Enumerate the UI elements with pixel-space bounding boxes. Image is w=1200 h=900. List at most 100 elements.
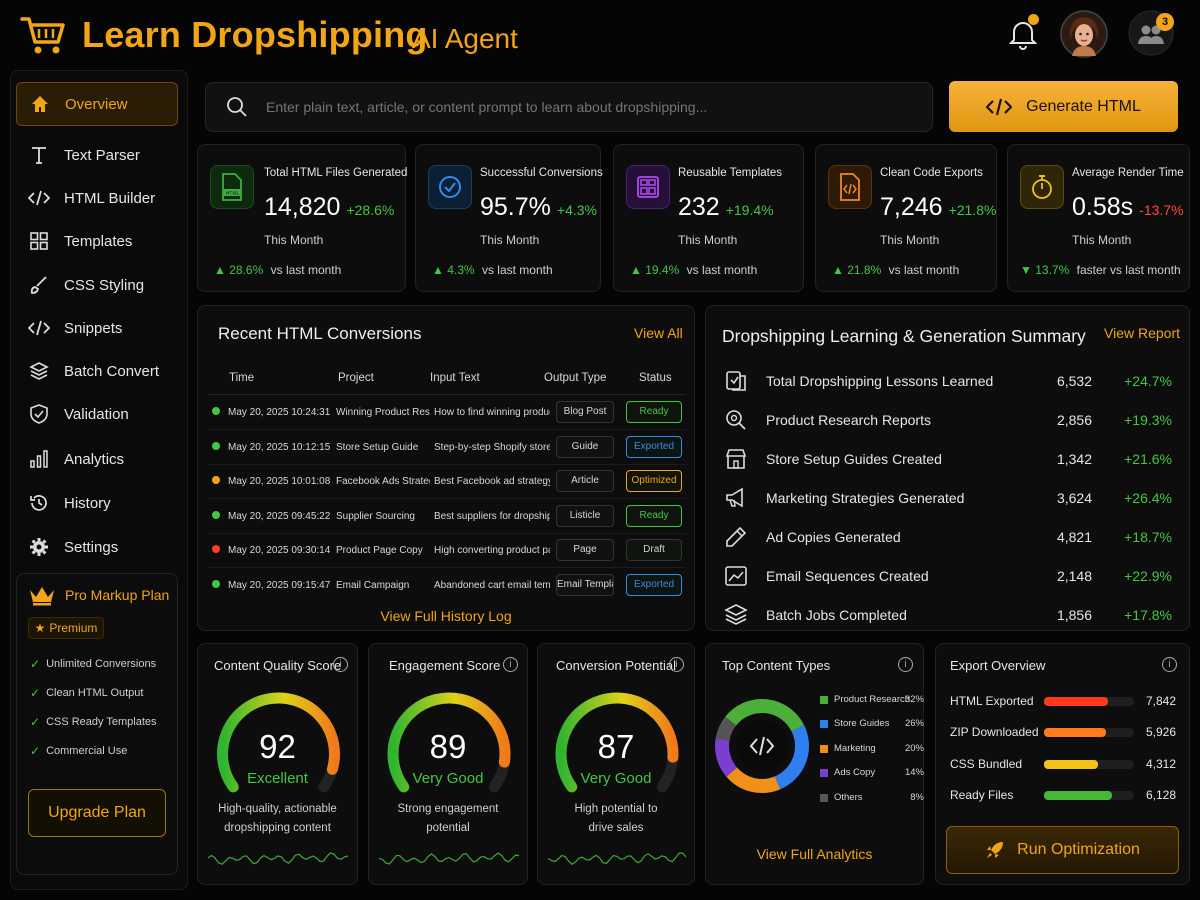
generate-html-button[interactable]: Generate HTML (949, 81, 1178, 132)
rocket-icon (985, 840, 1005, 860)
check-circle-icon (428, 165, 472, 209)
view-report-link[interactable]: View Report (1104, 325, 1181, 341)
view-all-link[interactable]: View All (634, 325, 683, 341)
grid-icon (28, 230, 50, 252)
sidebar-item-label: HTML Builder (64, 189, 156, 207)
export-row: ZIP Downloaded 5,926 (950, 723, 1176, 743)
sidebar-item-label: Batch Convert (64, 362, 160, 380)
view-full-analytics-link[interactable]: View Full Analytics (756, 846, 873, 862)
cell-project: Email Campaign (336, 579, 410, 591)
cell-time: May 20, 2025 09:45:22 (228, 510, 331, 522)
summary-row: Total Dropshipping Lessons Learned 6,532 +… (720, 364, 1172, 400)
stat-card: HTML Total HTML Files Generated 14,820 +2… (197, 144, 407, 292)
table-row[interactable]: May 20, 2025 09:15:47 Email Campaign Aband… (208, 569, 686, 603)
sidebar-item-overview[interactable]: Overview (16, 82, 178, 126)
brush-icon (28, 274, 50, 296)
summary-value: 2,148 (1056, 568, 1092, 584)
top-content-types-panel: Top Content Types i Product Research 32% S… (705, 643, 924, 885)
table-row[interactable]: May 20, 2025 10:12:15 Store Setup Guide St… (208, 431, 686, 465)
info-icon[interactable]: i (333, 657, 348, 672)
info-icon[interactable]: i (669, 657, 684, 672)
sidebar-item-settings[interactable]: Settings (16, 526, 178, 568)
run-optimization-button[interactable]: Run Optimization (946, 826, 1179, 874)
app-title: Learn Dropshipping (82, 14, 428, 55)
pro-feature: ✓ Clean HTML Output (30, 686, 144, 700)
sidebar-item-templates[interactable]: Templates (16, 220, 178, 262)
status-badge: Ready (626, 504, 682, 527)
export-value: 5,926 (1145, 725, 1176, 740)
summary-change: +17.8% (1124, 607, 1172, 623)
export-row: CSS Bundled 4,312 (950, 755, 1176, 775)
cell-time: May 20, 2025 09:30:14 (228, 545, 331, 556)
sidebar-item-validation[interactable]: Validation (16, 393, 178, 435)
sidebar-item-batch-convert[interactable]: Batch Convert (16, 350, 178, 392)
export-value: 6,128 (1145, 787, 1176, 802)
sidebar-item-text-parser[interactable]: Text Parser (16, 134, 178, 176)
recent-conversions-panel: Recent HTML Conversions View All Time Pr… (197, 305, 695, 631)
legend-swatch (820, 720, 828, 729)
table-row[interactable]: May 20, 2025 09:30:14 Product Page Copy Hi… (208, 534, 686, 568)
sidebar-item-css-styling[interactable]: CSS Styling (16, 264, 178, 306)
sparkline (548, 852, 686, 865)
summary-value: 4,821 (1056, 529, 1092, 545)
image-chart-icon (724, 564, 748, 591)
export-label: Ready Files (950, 787, 1014, 802)
code-icon (749, 736, 775, 756)
upgrade-plan-button[interactable]: Upgrade Plan (28, 789, 166, 837)
summary-change: +24.7% (1124, 373, 1172, 389)
cell-output-type: Listicle (556, 504, 614, 527)
pro-feature: ✓ Commercial Use (30, 744, 128, 758)
summary-label: Product Research Reports (766, 412, 931, 428)
stopwatch-icon (1020, 165, 1064, 209)
cell-output-type: Guide (556, 435, 614, 458)
export-row: HTML Exported 7,842 (950, 692, 1176, 712)
info-icon[interactable]: i (1162, 657, 1177, 672)
status-badge: Draft (626, 539, 682, 561)
table-row[interactable]: May 20, 2025 09:45:22 Supplier Sourcing Be… (208, 500, 686, 534)
status-dot (212, 407, 220, 415)
summary-value: 3,624 (1056, 490, 1092, 506)
code-icon (28, 187, 50, 209)
bell-icon[interactable] (1009, 18, 1037, 50)
legend-value: 32% (904, 694, 924, 705)
progress-track (1044, 759, 1134, 769)
legend-label: Store Guides (834, 718, 890, 730)
info-icon[interactable]: i (898, 657, 913, 672)
sparkline-path (548, 852, 686, 865)
legend-value: 14% (904, 767, 924, 779)
gear-icon (28, 536, 50, 558)
export-overview-panel: Export Overview i HTML Exported 7,842 ZIP … (935, 643, 1190, 885)
info-icon[interactable]: i (503, 657, 518, 672)
progress-track (1044, 697, 1134, 706)
avatar[interactable] (1060, 10, 1108, 58)
cell-input: How to find winning products... (434, 407, 550, 418)
sidebar-item-analytics[interactable]: Analytics (16, 438, 178, 480)
sidebar-item-html-builder[interactable]: HTML Builder (16, 177, 178, 219)
stat-value: 7,246 +21.8% (880, 193, 997, 221)
status-dot (212, 441, 220, 450)
store-icon (724, 447, 748, 474)
sidebar-item-history[interactable]: History (16, 482, 178, 524)
row-divider (208, 567, 686, 568)
table-row[interactable]: May 20, 2025 10:24:31 Winning Product Res… (208, 396, 686, 430)
legend-swatch (820, 696, 828, 704)
pro-plan-title: Pro Markup Plan (65, 587, 170, 603)
legend-value: 20% (904, 742, 924, 754)
arrow-up-icon: ▲ (432, 263, 444, 277)
cell-output-type: Email Template (556, 573, 614, 596)
crown-icon (28, 584, 56, 606)
search-input[interactable] (266, 95, 916, 119)
summary-label: Total Dropshipping Lessons Learned (766, 373, 994, 389)
view-full-history-link[interactable]: View Full History Log (380, 608, 512, 624)
gauge-fill (555, 692, 679, 793)
arrow-up-icon: ▲ (630, 263, 642, 277)
layers-icon (724, 603, 748, 630)
export-label: CSS Bundled (950, 756, 1023, 771)
summary-row: Marketing Strategies Generated 3,624 +26.4… (720, 481, 1172, 517)
sidebar-item-snippets[interactable]: Snippets (16, 307, 178, 349)
search-bar[interactable] (205, 82, 933, 132)
stat-card: Successful Conversions 95.7% +4.3% This M… (415, 144, 603, 292)
status-dot (212, 476, 220, 484)
table-row[interactable]: May 20, 2025 10:01:08 Facebook Ads Strate… (208, 465, 686, 499)
score-value: 92 (259, 728, 296, 765)
